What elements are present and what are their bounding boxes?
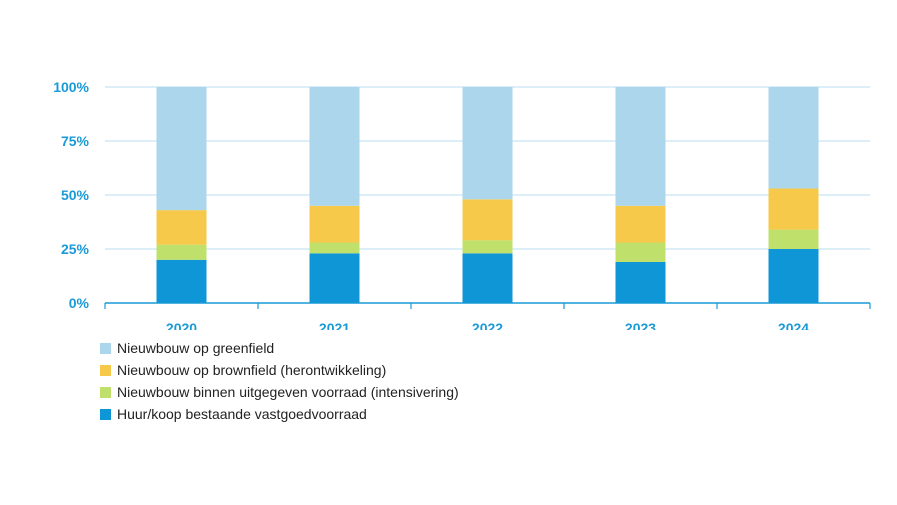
bar-segment xyxy=(156,210,207,245)
legend-item-greenfield: Nieuwbouw op greenfield xyxy=(100,337,459,359)
stacked-bar-chart: 0% 25% 50% 75% 100% 2020 2021 2022 2023 2024 xyxy=(53,79,871,330)
legend-swatch xyxy=(100,364,111,376)
legend-item-brownfield: Nieuwbouw op brownfield (herontwikkeling… xyxy=(100,359,459,381)
bar-segment xyxy=(156,87,207,211)
legend-swatch xyxy=(100,386,111,398)
legend-swatch xyxy=(100,408,111,420)
bar-segment xyxy=(768,87,819,189)
legend-swatch xyxy=(100,342,111,354)
y-tick-label: 0% xyxy=(69,295,90,311)
bar-segment xyxy=(768,249,819,303)
bar-segment xyxy=(156,244,207,260)
bar-segment xyxy=(462,87,513,200)
bar-segment xyxy=(309,205,360,243)
x-tick-label: 2024 xyxy=(778,320,809,330)
bar-segment xyxy=(462,199,513,241)
x-tick-label: 2023 xyxy=(625,320,656,330)
bar-segment xyxy=(156,259,207,303)
legend-label: Nieuwbouw binnen uitgegeven voorraad (in… xyxy=(117,384,459,400)
bar-segment xyxy=(768,188,819,230)
bar-segment xyxy=(768,229,819,249)
x-tick-label: 2022 xyxy=(472,320,503,330)
y-tick-label: 50% xyxy=(61,187,90,203)
bar-segment xyxy=(462,240,513,254)
x-tick-label: 2021 xyxy=(319,320,350,330)
legend-label: Huur/koop bestaande vastgoedvoorraad xyxy=(117,406,367,422)
bar-segment xyxy=(309,87,360,206)
x-tick-label: 2020 xyxy=(166,320,197,330)
bar-segment xyxy=(615,261,666,303)
bar-segment xyxy=(615,87,666,206)
bar-segment xyxy=(309,253,360,303)
y-tick-label: 75% xyxy=(61,133,90,149)
legend: Nieuwbouw op greenfield Nieuwbouw op bro… xyxy=(100,337,459,425)
legend-label: Nieuwbouw op brownfield (herontwikkeling… xyxy=(117,362,387,378)
legend-item-intensivering: Nieuwbouw binnen uitgegeven voorraad (in… xyxy=(100,381,459,403)
y-tick-label: 100% xyxy=(53,79,89,95)
legend-item-bestaand: Huur/koop bestaande vastgoedvoorraad xyxy=(100,403,459,425)
bar-segment xyxy=(615,205,666,243)
bar-segment xyxy=(309,242,360,254)
y-tick-label: 25% xyxy=(61,241,90,257)
bar-segment xyxy=(462,253,513,303)
bar-segment xyxy=(615,242,666,262)
legend-label: Nieuwbouw op greenfield xyxy=(117,340,275,356)
